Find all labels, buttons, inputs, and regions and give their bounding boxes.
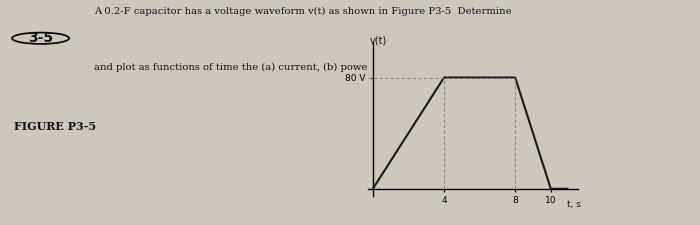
Text: v(t): v(t) bbox=[370, 36, 387, 45]
Text: and plot as functions of time the (a) current, (b) power, and (c) energy: and plot as functions of time the (a) cu… bbox=[94, 63, 452, 72]
Text: FIGURE P3-5: FIGURE P3-5 bbox=[14, 122, 96, 133]
Text: A 0.2-F capacitor has a voltage waveform v(t) as shown in Figure P3-5  Determine: A 0.2-F capacitor has a voltage waveform… bbox=[94, 7, 512, 16]
Text: 3-5: 3-5 bbox=[28, 31, 53, 45]
Text: t, s: t, s bbox=[567, 200, 581, 209]
